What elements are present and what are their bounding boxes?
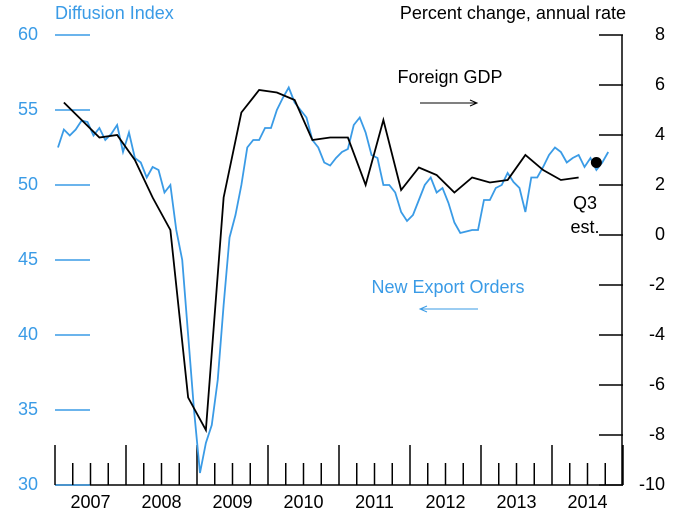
arrow-head [469, 99, 479, 107]
x-tick-label: 2012 [425, 492, 465, 512]
y-tick-label: 35 [18, 399, 38, 419]
y-tick-label: 60 [18, 24, 38, 44]
y2-tick-label: 0 [655, 224, 665, 244]
x-tick-label: 2007 [70, 492, 110, 512]
y2-tick-label: 2 [655, 174, 665, 194]
x-tick-label: 2009 [212, 492, 252, 512]
y-tick-label: 30 [18, 474, 38, 494]
arrow-head [418, 305, 428, 313]
y2-tick-label: -10 [639, 474, 665, 494]
y2-tick-label: -8 [649, 424, 665, 444]
y-tick-label: 45 [18, 249, 38, 269]
annotation: est. [570, 217, 599, 237]
annotation: New Export Orders [371, 277, 524, 297]
y2-tick-label: -6 [649, 374, 665, 394]
y2-tick-label: 6 [655, 74, 665, 94]
y2-axis-label: Percent change, annual rate [400, 3, 626, 23]
y2-tick-label: -2 [649, 274, 665, 294]
y-tick-label: 40 [18, 324, 38, 344]
annotation: Foreign GDP [397, 67, 502, 87]
y2-tick-label: 8 [655, 24, 665, 44]
y-tick-label: 55 [18, 99, 38, 119]
series-line [57, 85, 610, 474]
x-tick-label: 2013 [496, 492, 536, 512]
annotation: Q3 [573, 193, 597, 213]
x-tick-label: 2008 [141, 492, 181, 512]
x-tick-label: 2014 [567, 492, 607, 512]
x-tick-label: 2010 [283, 492, 323, 512]
y-axis-label: Diffusion Index [55, 3, 174, 23]
y2-tick-label: 4 [655, 124, 665, 144]
point [590, 157, 602, 168]
y2-tick-label: -4 [649, 324, 665, 344]
series-line [63, 89, 579, 434]
x-tick-label: 2011 [355, 492, 394, 512]
y-tick-label: 50 [18, 174, 38, 194]
